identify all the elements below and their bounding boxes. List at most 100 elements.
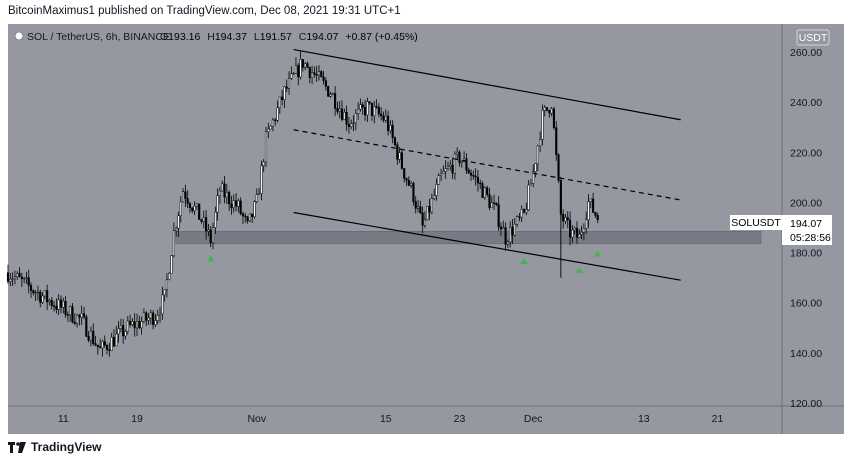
candle	[147, 313, 150, 325]
candle	[334, 86, 337, 117]
candle	[331, 92, 334, 96]
x-tick-label: 13	[638, 413, 650, 425]
candle	[564, 214, 567, 225]
candle	[64, 296, 67, 318]
candle	[380, 107, 383, 121]
candle	[357, 101, 360, 121]
candle	[20, 272, 23, 287]
candle	[460, 161, 463, 168]
candle	[368, 101, 371, 106]
candle	[195, 203, 198, 210]
candle	[292, 71, 295, 75]
candle	[228, 190, 231, 211]
candle	[304, 62, 307, 71]
candle	[566, 211, 569, 229]
legend-low-value: 191.57	[260, 31, 292, 43]
candle	[50, 297, 53, 310]
candle	[488, 187, 491, 211]
candle	[555, 121, 558, 161]
y-tick-label: 180.00	[790, 248, 822, 260]
candle	[449, 160, 452, 171]
candle	[55, 298, 58, 314]
candle	[198, 203, 201, 220]
candle	[53, 301, 56, 312]
candle	[327, 85, 330, 97]
candle	[407, 176, 410, 187]
candle	[543, 105, 546, 117]
candle	[110, 332, 113, 351]
candle	[458, 150, 461, 167]
candle	[34, 290, 37, 302]
candle	[23, 277, 26, 284]
candle	[589, 198, 592, 209]
candle	[223, 176, 226, 204]
candle	[387, 110, 390, 136]
candle	[237, 198, 240, 213]
candle	[483, 186, 486, 200]
candle	[451, 157, 454, 179]
price-tag-symbol: SOLUSDT	[731, 217, 781, 229]
candle	[78, 313, 81, 326]
candle	[541, 104, 544, 146]
time-axis[interactable]	[8, 406, 782, 434]
candle	[571, 225, 574, 243]
legend-change: +0.87 (+0.45%)	[345, 31, 417, 43]
candle	[262, 159, 265, 172]
candle	[467, 167, 470, 174]
candle	[251, 213, 254, 223]
candle	[301, 59, 304, 72]
candle	[370, 102, 374, 121]
footer-brand[interactable]: TradingView	[8, 440, 101, 454]
y-tick-label: 120.00	[790, 398, 822, 410]
candle	[244, 212, 247, 223]
legend-low-label: L	[254, 31, 260, 43]
currency-button[interactable]: USDT	[796, 29, 830, 46]
candle	[433, 188, 436, 201]
candle	[82, 306, 86, 320]
candle	[299, 50, 302, 80]
candle	[152, 310, 155, 330]
channel-middle-line	[293, 129, 681, 201]
candle	[412, 181, 415, 206]
candle	[218, 186, 221, 205]
candle	[557, 153, 560, 183]
candle	[112, 329, 116, 348]
candle	[258, 188, 261, 195]
candle	[96, 344, 99, 355]
publisher-line: BitcoinMaximus1 published on TradingView…	[8, 5, 401, 17]
candle	[338, 100, 341, 119]
candle	[149, 309, 152, 325]
candle	[126, 316, 129, 335]
plot-pane[interactable]	[8, 24, 782, 406]
candle	[382, 111, 385, 123]
candle	[172, 222, 175, 258]
candle	[525, 202, 528, 216]
candle	[230, 195, 233, 215]
candle	[285, 79, 288, 93]
candle	[481, 181, 484, 199]
candle	[18, 267, 21, 278]
candle	[124, 329, 127, 340]
candle	[297, 63, 300, 86]
candle	[133, 313, 136, 337]
candle	[389, 120, 392, 134]
candle	[260, 160, 263, 201]
candle	[506, 239, 509, 248]
candle	[336, 101, 339, 115]
symbol-legend[interactable]: SOL / TetherUS, 6h, BINANCE O193.16 H194…	[14, 31, 418, 43]
candle	[440, 168, 443, 182]
candle	[36, 285, 40, 301]
candle	[313, 66, 316, 78]
candle	[527, 180, 530, 212]
candle	[529, 178, 532, 186]
tradingview-logo-icon	[8, 441, 26, 453]
candle	[308, 66, 311, 84]
candle	[179, 196, 182, 223]
candle	[573, 226, 576, 235]
candle	[393, 136, 397, 147]
time-scale: 11 19 Nov 15 23 Dec 13 21	[58, 413, 724, 425]
support-arrow	[575, 266, 584, 273]
candle	[354, 109, 357, 131]
candle	[562, 209, 565, 229]
